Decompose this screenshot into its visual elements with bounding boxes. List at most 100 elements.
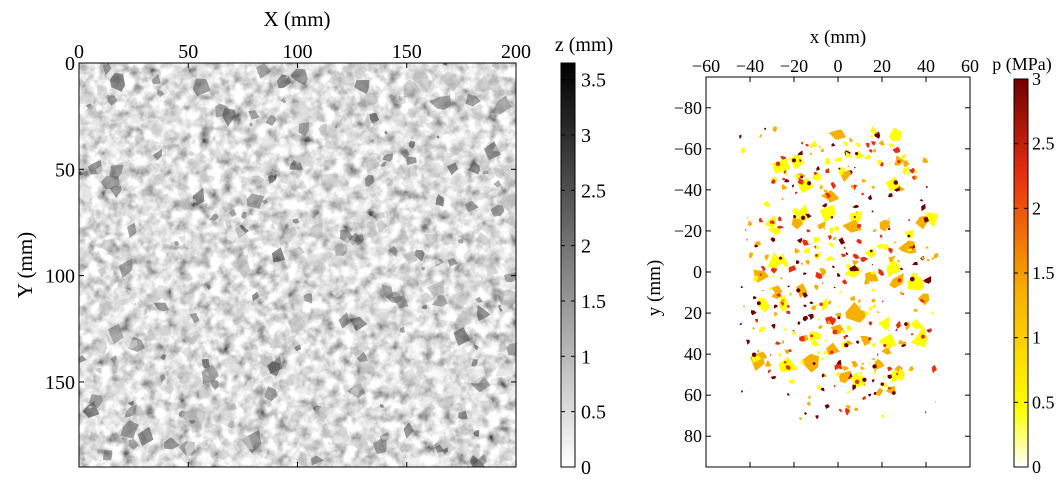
contact-patch xyxy=(761,290,764,292)
y-tick-label: 150 xyxy=(45,372,75,394)
contact-patch xyxy=(826,342,840,356)
grain-patch xyxy=(369,113,380,124)
grain-patch xyxy=(239,254,249,264)
grain-patch xyxy=(180,376,184,380)
grain-patch xyxy=(379,74,387,82)
contact-patch xyxy=(809,331,821,343)
grain-patch xyxy=(376,219,388,234)
grain-patch xyxy=(95,97,103,105)
contact-patch xyxy=(797,150,803,156)
contact-patch xyxy=(752,275,759,282)
contact-patch xyxy=(780,301,785,307)
contact-patch xyxy=(841,366,850,372)
contact-patch xyxy=(891,367,906,384)
grain-patch xyxy=(331,242,346,256)
contact-patch xyxy=(860,365,866,370)
contact-patch xyxy=(838,169,842,175)
grain-patch xyxy=(252,237,261,242)
contact-patch xyxy=(861,192,865,196)
grain-patch xyxy=(378,212,386,220)
grain-patch xyxy=(307,200,314,205)
y-tick-label: 0 xyxy=(65,53,75,75)
grain-patch xyxy=(227,402,237,411)
x-tick-label: 100 xyxy=(283,41,313,63)
contact-patch xyxy=(781,177,786,181)
grain-patch xyxy=(199,443,209,449)
contact-patch xyxy=(868,320,873,326)
grain-patch xyxy=(362,430,373,439)
grain-patch xyxy=(305,253,323,266)
contact-patch xyxy=(792,174,801,179)
grain-patch xyxy=(134,303,137,306)
grain-patch xyxy=(188,150,196,157)
contact-patch xyxy=(821,373,825,378)
grain-patch xyxy=(170,419,176,425)
contact-patch xyxy=(876,311,880,314)
contact-peak xyxy=(904,322,908,326)
grain-patch xyxy=(450,367,457,374)
contact-patch xyxy=(908,219,911,222)
grain-patch xyxy=(492,63,501,69)
grain-patch xyxy=(305,63,316,70)
grain-patch xyxy=(436,135,440,139)
contact-peak xyxy=(830,215,834,219)
grain-patch xyxy=(105,139,118,152)
grain-patch xyxy=(186,355,194,363)
x-tick-label: 60 xyxy=(961,56,979,76)
contact-peak xyxy=(783,360,787,364)
grain-patch xyxy=(196,216,204,225)
grain-patch xyxy=(442,63,447,66)
contact-patch xyxy=(842,219,862,233)
grain-patch xyxy=(226,225,246,242)
grain-patch xyxy=(241,430,262,454)
contact-patch xyxy=(827,235,832,241)
contact-patch xyxy=(770,237,776,243)
grain-patch xyxy=(128,438,139,450)
grain-patch xyxy=(425,233,439,247)
grain-patch xyxy=(467,162,481,175)
contact-patch xyxy=(868,393,872,397)
contact-patch xyxy=(819,204,836,223)
contact-patch xyxy=(855,142,861,148)
contact-patch xyxy=(816,351,820,355)
grain-patch xyxy=(468,365,476,375)
contact-patch xyxy=(820,148,825,153)
grain-patch xyxy=(401,271,415,287)
grain-patch xyxy=(293,154,302,165)
grain-patch xyxy=(270,223,276,231)
grain-patch xyxy=(316,262,327,272)
contact-patch xyxy=(926,212,938,228)
grain-patch xyxy=(267,320,275,329)
contact-patch xyxy=(919,199,924,202)
grain-patch xyxy=(236,257,251,279)
contact-patch xyxy=(865,271,879,282)
contact-patch xyxy=(788,265,797,273)
grain-patch xyxy=(175,323,183,335)
grain-patch xyxy=(280,97,287,104)
contact-patch xyxy=(857,299,861,304)
grain-patch xyxy=(450,172,469,188)
height-map-image xyxy=(79,63,516,467)
grain-patch xyxy=(479,156,490,173)
grain-patch xyxy=(160,354,167,361)
grain-patch xyxy=(332,178,341,188)
contact-peak xyxy=(868,337,872,341)
grain-patch xyxy=(276,74,292,88)
contact-patch xyxy=(771,323,776,330)
y-tick-label: −60 xyxy=(674,139,702,159)
pressure-map-background xyxy=(706,77,970,467)
grain-patch xyxy=(419,378,432,391)
contact-patch xyxy=(893,187,900,192)
grain-patch xyxy=(379,404,385,408)
grain-patch xyxy=(427,279,445,299)
contact-patch xyxy=(903,160,910,168)
grain-patch xyxy=(175,371,191,387)
grain-patch xyxy=(137,426,154,447)
contact-patch xyxy=(852,375,857,379)
pressure-map-image xyxy=(739,126,939,421)
contact-patch xyxy=(827,320,831,324)
grain-patch xyxy=(311,360,330,372)
contact-patch xyxy=(889,127,903,141)
contact-patch xyxy=(846,340,853,346)
contact-patch xyxy=(878,140,885,146)
